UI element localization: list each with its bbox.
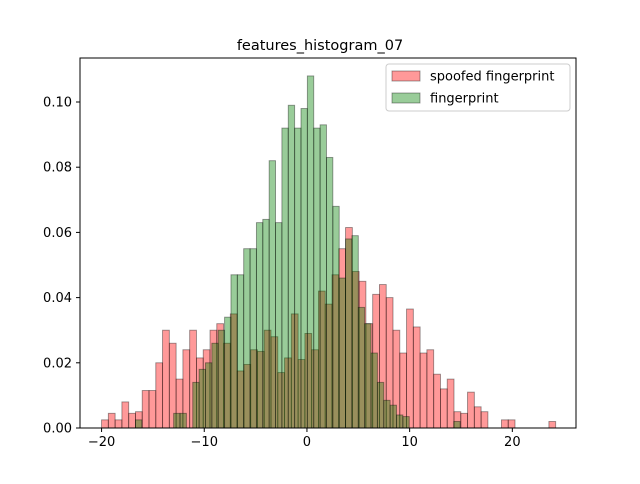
- histogram-bar: [306, 75, 315, 429]
- x-tick-label: 10: [401, 435, 418, 450]
- y-tick-label: 0.08: [43, 161, 72, 176]
- histogram-bar: [230, 274, 238, 429]
- histogram-bar: [313, 127, 321, 429]
- plot-frame: [79, 57, 577, 429]
- histogram-bar: [101, 419, 109, 429]
- histogram-bar: [294, 127, 302, 429]
- legend-swatch: [391, 70, 421, 82]
- x-tick-label: 0: [303, 435, 311, 450]
- histogram-bar: [345, 238, 353, 429]
- histogram-bar: [467, 391, 475, 429]
- histogram-bar: [249, 248, 257, 429]
- histogram-bar: [433, 373, 441, 429]
- histogram-bar: [121, 401, 130, 429]
- histogram-bar: [507, 419, 516, 429]
- histogram-bar: [211, 342, 219, 429]
- histogram-bar: [128, 412, 136, 429]
- y-tick-label: 0.00: [43, 422, 72, 437]
- histogram-bar: [281, 127, 289, 429]
- x-tick-label: −20: [88, 435, 115, 450]
- histogram-bar: [389, 404, 397, 429]
- histogram-bar: [357, 306, 366, 429]
- histogram-bar: [453, 421, 461, 429]
- histogram-bar: [396, 414, 404, 429]
- histogram-bar: [419, 352, 428, 429]
- legend-label: spoofed fingerprint: [430, 70, 554, 85]
- histogram-bar: [243, 248, 251, 429]
- histogram-bar: [141, 390, 150, 429]
- y-tick-label: 0.06: [43, 226, 72, 241]
- histogram-bar: [134, 419, 143, 429]
- histogram-bar: [107, 412, 116, 429]
- histogram-bar: [148, 390, 157, 429]
- histogram-bar: [255, 222, 264, 429]
- histogram-bar: [412, 326, 421, 429]
- histogram-bar: [548, 421, 557, 429]
- axes-layer: −20 −10 0 10 20 0.00 0.02 0.04 0.06 0.08 0.10: [43, 57, 577, 450]
- chart-title: features_histogram_07: [237, 38, 403, 54]
- legend-label: fingerprint: [430, 92, 499, 107]
- histogram-bar: [268, 160, 276, 429]
- legend-box: [385, 63, 571, 112]
- y-tick-label: 0.02: [43, 356, 72, 371]
- y-tick-label: 0.10: [43, 96, 72, 111]
- histogram-bar: [402, 416, 410, 429]
- x-tick-label: 20: [504, 435, 521, 450]
- histogram-bar: [406, 308, 414, 429]
- histogram-bar: [275, 222, 283, 429]
- histogram-bar: [426, 349, 435, 429]
- histogram-bar: [383, 399, 391, 429]
- histogram-bar: [114, 419, 123, 429]
- histogram-bar: [205, 362, 213, 429]
- histogram-bar: [473, 406, 482, 429]
- histogram-bar: [300, 108, 308, 429]
- legend-swatch: [391, 92, 421, 104]
- histogram-bar: [338, 277, 347, 429]
- histogram-bar: [198, 368, 206, 429]
- histogram-bar: [364, 323, 372, 429]
- histogram-bar: [173, 412, 181, 429]
- histogram-bar: [287, 104, 296, 429]
- histogram-bar: [480, 411, 489, 429]
- histogram-bar: [446, 378, 455, 429]
- histogram-bar: [217, 329, 226, 429]
- histogram-bar: [376, 381, 385, 429]
- histogram-bar: [460, 412, 469, 429]
- histogram-bar: [501, 419, 509, 429]
- histogram-bar: [236, 274, 245, 429]
- histogram-bar: [440, 388, 448, 429]
- histogram-bar: [262, 218, 270, 429]
- histogram-bar: [319, 124, 327, 429]
- y-tick-label: 0.04: [43, 291, 72, 306]
- histogram-bar: [162, 329, 170, 429]
- histogram-bar: [351, 235, 359, 429]
- histogram-bar: [179, 412, 187, 429]
- histogram-bar: [370, 352, 378, 429]
- histogram-bar: [332, 205, 340, 429]
- x-tick-label: −10: [191, 435, 218, 450]
- histogram-bar: [192, 381, 200, 429]
- histogram-bar: [326, 156, 334, 429]
- legend: spoofed fingerprint fingerprint: [385, 63, 571, 112]
- histogram-bar: [224, 316, 232, 429]
- histogram-bar: [155, 362, 164, 429]
